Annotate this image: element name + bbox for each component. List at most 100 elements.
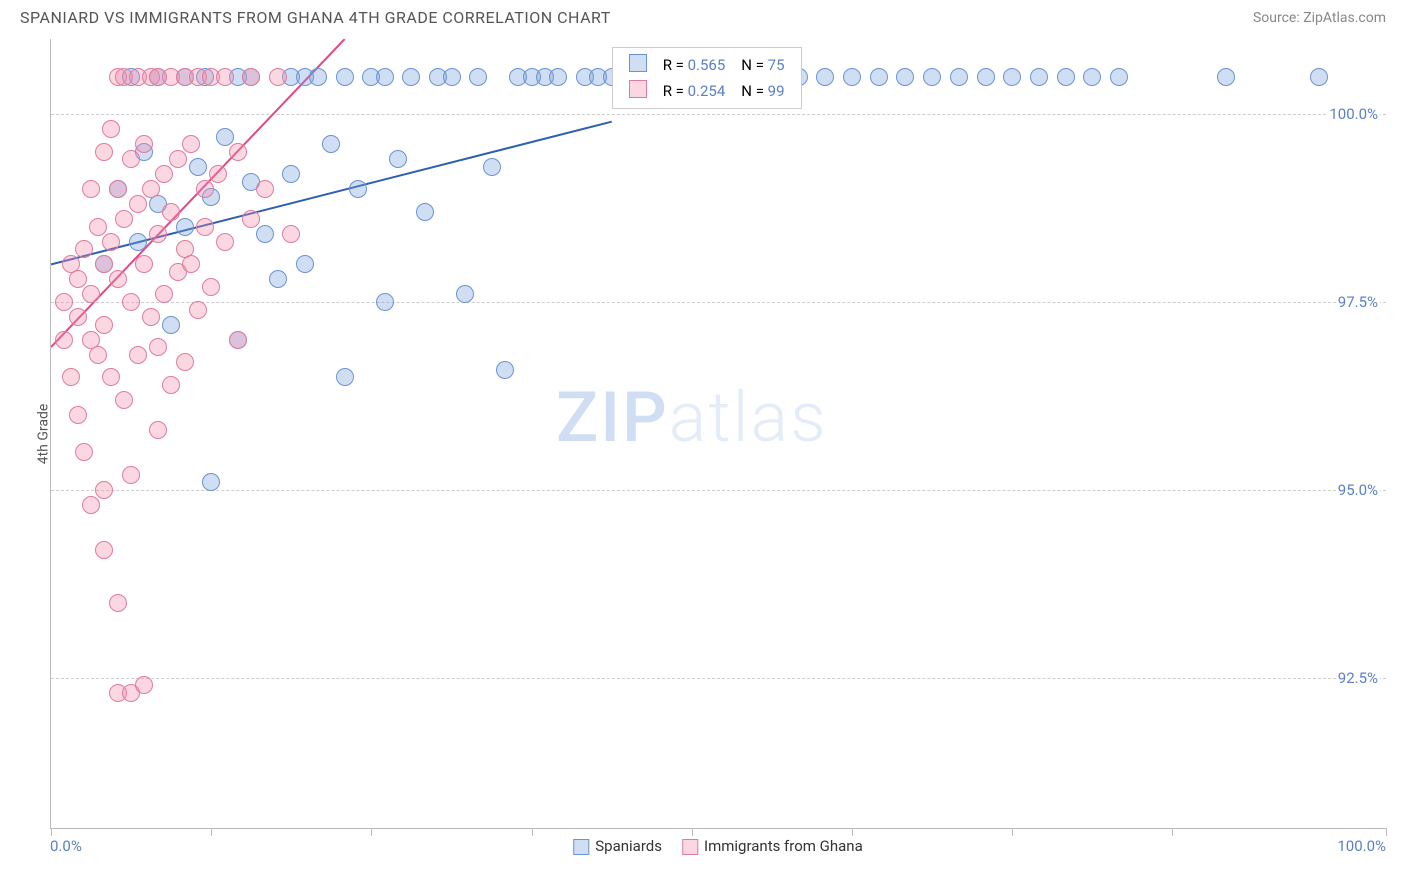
data-point — [376, 293, 394, 311]
data-point — [135, 676, 153, 694]
data-point — [89, 218, 107, 236]
data-point — [169, 150, 187, 168]
legend-swatch — [682, 839, 698, 855]
data-point — [95, 316, 113, 334]
data-point — [82, 180, 100, 198]
data-point — [496, 361, 514, 379]
data-point — [923, 68, 941, 86]
stat-n-label: N = 75 — [733, 52, 792, 78]
chart-title: SPANIARD VS IMMIGRANTS FROM GHANA 4TH GR… — [20, 8, 611, 27]
data-point — [75, 443, 93, 461]
x-tick — [371, 828, 372, 836]
data-point — [122, 150, 140, 168]
data-point — [216, 68, 234, 86]
data-point — [109, 270, 127, 288]
data-point — [1110, 68, 1128, 86]
data-point — [549, 68, 567, 86]
data-point — [256, 225, 274, 243]
data-point — [1217, 68, 1235, 86]
data-point — [162, 376, 180, 394]
stat-r-value: 0.254 — [688, 82, 726, 100]
legend-swatch — [573, 839, 589, 855]
stat-r-label: R = 0.254 — [655, 78, 734, 104]
data-point — [62, 368, 80, 386]
data-point — [296, 255, 314, 273]
data-point — [196, 180, 214, 198]
data-point — [69, 270, 87, 288]
data-point — [115, 391, 133, 409]
stat-r-label: R = 0.565 — [655, 52, 734, 78]
data-point — [89, 346, 107, 364]
y-tick-label: 97.5% — [1336, 293, 1380, 311]
data-point — [75, 240, 93, 258]
data-point — [469, 68, 487, 86]
data-point — [69, 406, 87, 424]
x-tick — [692, 828, 693, 836]
data-point — [129, 233, 147, 251]
chart-area: 4th Grade 92.5%95.0%97.5%100.0%ZIPatlasR… — [50, 39, 1386, 829]
data-point — [202, 278, 220, 296]
data-point — [95, 541, 113, 559]
data-point — [149, 225, 167, 243]
x-tick — [1386, 828, 1387, 836]
data-point — [122, 466, 140, 484]
data-point — [142, 308, 160, 326]
data-point — [389, 150, 407, 168]
stat-n-label: N = 99 — [733, 78, 792, 104]
data-point — [443, 68, 461, 86]
data-point — [816, 68, 834, 86]
data-point — [1083, 68, 1101, 86]
data-point — [176, 353, 194, 371]
data-point — [129, 195, 147, 213]
data-point — [843, 68, 861, 86]
data-point — [242, 68, 260, 86]
data-point — [322, 135, 340, 153]
data-point — [95, 143, 113, 161]
data-point — [402, 68, 420, 86]
stat-n-value: 99 — [768, 82, 785, 100]
y-axis-label: 4th Grade — [35, 403, 51, 464]
data-point — [349, 180, 367, 198]
y-tick-label: 92.5% — [1336, 669, 1380, 687]
x-tick — [211, 828, 212, 836]
data-point — [102, 120, 120, 138]
data-point — [229, 143, 247, 161]
gridline — [51, 490, 1386, 491]
data-point — [109, 180, 127, 198]
data-point — [1057, 68, 1075, 86]
data-point — [55, 293, 73, 311]
data-point — [182, 255, 200, 273]
data-point — [282, 165, 300, 183]
watermark: ZIPatlas — [556, 377, 828, 459]
data-point — [155, 285, 173, 303]
data-point — [376, 68, 394, 86]
x-tick — [1012, 828, 1013, 836]
legend: SpaniardsImmigrants from Ghana — [573, 837, 862, 855]
data-point — [269, 270, 287, 288]
gridline — [51, 114, 1386, 115]
gridline — [51, 678, 1386, 679]
data-point — [336, 368, 354, 386]
data-point — [95, 481, 113, 499]
data-point — [1310, 68, 1328, 86]
legend-swatch — [629, 80, 647, 98]
data-point — [256, 180, 274, 198]
data-point — [82, 285, 100, 303]
data-point — [216, 128, 234, 146]
source-label: Source: ZipAtlas.com — [1253, 10, 1386, 26]
x-tick — [852, 828, 853, 836]
data-point — [336, 68, 354, 86]
stat-r-value: 0.565 — [688, 56, 726, 74]
data-point — [896, 68, 914, 86]
legend-item: Immigrants from Ghana — [682, 837, 863, 855]
data-point — [216, 233, 234, 251]
gridline — [51, 302, 1386, 303]
data-point — [135, 255, 153, 273]
x-tick — [532, 828, 533, 836]
data-point — [162, 203, 180, 221]
data-point — [870, 68, 888, 86]
data-point — [102, 233, 120, 251]
data-point — [1030, 68, 1048, 86]
data-point — [82, 496, 100, 514]
data-point — [950, 68, 968, 86]
